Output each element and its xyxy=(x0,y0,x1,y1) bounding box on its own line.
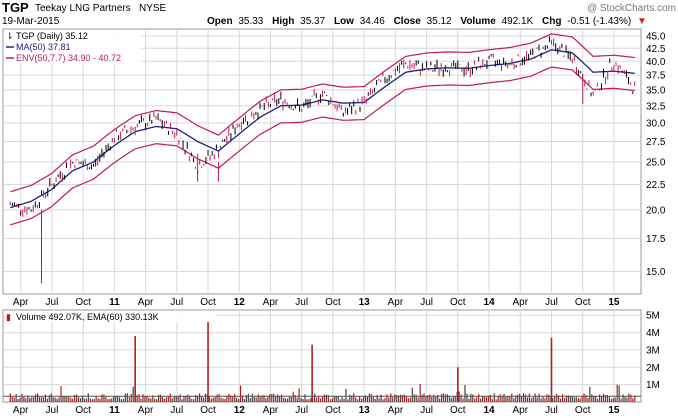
date-tick-label: Jul xyxy=(420,405,433,416)
env-legend: ENV(50,7.7) 34.90 - 40.72 xyxy=(16,53,121,63)
date-tick-label: Apr xyxy=(138,297,154,308)
company-name: Teekay LNG Partners xyxy=(35,3,131,14)
date-tick-label: Oct xyxy=(450,297,466,308)
date-tick-label: Jul xyxy=(295,405,308,416)
date-tick-label: 13 xyxy=(359,297,371,308)
chg-label: Chg xyxy=(542,16,561,27)
date-tick-label: Jul xyxy=(170,297,183,308)
chg-down-arrow-icon: ▼ xyxy=(637,16,647,27)
price-tick-label: 27.5 xyxy=(646,137,666,148)
date-tick-label: Apr xyxy=(13,405,29,416)
price-axis: 45.042.5 40.0 37.5 35.0 32.5 30.0 27.5 25.0 22.5… xyxy=(646,32,666,278)
date-tick-label: Apr xyxy=(512,405,528,416)
date-tick-label: Apr xyxy=(13,297,29,308)
ma-line xyxy=(10,49,635,209)
date-tick-label: 12 xyxy=(234,297,246,308)
low-value: 34.46 xyxy=(360,16,385,27)
date-tick-label: Apr xyxy=(388,297,404,308)
close-label: Close xyxy=(394,16,422,27)
ma-legend: MA(50) 37.81 xyxy=(16,42,71,52)
date-tick-label: Oct xyxy=(200,405,216,416)
price-tick-label: 25.0 xyxy=(646,157,666,168)
date-tick-label: Apr xyxy=(263,405,279,416)
volume-panel xyxy=(2,309,642,403)
volume-legend: Volume 492.07K, EMA(60) 330.13K xyxy=(16,312,159,322)
close-value: 35.12 xyxy=(427,16,452,27)
date-tick-label: 11 xyxy=(109,405,120,416)
date-tick-label: Oct xyxy=(75,297,91,308)
date-tick-label: 15 xyxy=(608,405,620,416)
volume-bars xyxy=(3,322,641,402)
high-label: High xyxy=(272,16,294,27)
date-axis: Apr Apr Jul Jul Oct Oct 11 11 Apr Apr Jul Jul Oct Oct… xyxy=(13,297,620,416)
date-tick-label: Oct xyxy=(325,405,341,416)
open-value: 35.33 xyxy=(238,16,263,27)
date-tick-label: 11 xyxy=(109,297,120,308)
date-tick-label: 14 xyxy=(483,297,495,308)
price-tick-label: 30.0 xyxy=(646,118,666,129)
price-tick-label: 37.5 xyxy=(646,71,666,82)
price-tick-label: 17.5 xyxy=(646,234,666,245)
low-label: Low xyxy=(334,16,354,27)
volume-axis: 5M 4M 3M 2M 1M xyxy=(646,311,660,391)
high-value: 35.37 xyxy=(300,16,325,27)
date-tick-label: Jul xyxy=(545,297,558,308)
date-label: 19-Mar-2015 xyxy=(2,16,60,27)
price-legend: TGP (Daily) 35.12 xyxy=(16,31,88,41)
date-tick-label: 12 xyxy=(234,405,246,416)
price-tick-label: 20.0 xyxy=(646,205,666,216)
chg-value: -0.51 (-1.43%) xyxy=(567,16,631,27)
date-tick-label: 13 xyxy=(359,405,371,416)
price-tick-label: 15.0 xyxy=(646,267,666,278)
volume-tick-label: 5M xyxy=(646,311,660,322)
date-tick-label: Oct xyxy=(575,405,591,416)
date-tick-label: 15 xyxy=(608,297,620,308)
date-tick-label: Jul xyxy=(420,297,433,308)
date-tick-label: Oct xyxy=(75,405,91,416)
watermark: @ StockCharts.com xyxy=(587,3,676,14)
date-tick-label: Oct xyxy=(450,405,466,416)
price-tick-label: 22.5 xyxy=(646,180,666,191)
date-tick-label: Apr xyxy=(138,405,154,416)
date-tick-label: Oct xyxy=(200,297,216,308)
price-bars xyxy=(9,36,636,284)
date-tick-label: Apr xyxy=(512,297,528,308)
envelope-lower-line xyxy=(10,66,635,226)
price-tick-label: 35.0 xyxy=(646,85,666,96)
date-tick-label: Oct xyxy=(575,297,591,308)
ticker-symbol: TGP xyxy=(2,0,29,15)
volume-tick-label: 4M xyxy=(646,328,660,339)
volume-label: Volume xyxy=(460,16,496,27)
exchange-label: NYSE xyxy=(139,3,167,14)
volume-tick-label: 2M xyxy=(646,363,660,374)
envelope-bands xyxy=(10,33,635,226)
date-tick-label: Jul xyxy=(545,405,558,416)
price-tick-label: 32.5 xyxy=(646,101,666,112)
date-tick-label: Jul xyxy=(46,405,59,416)
envelope-upper-line xyxy=(10,33,635,193)
date-tick-label: Jul xyxy=(295,297,308,308)
ohlc-readout: Open 35.33 High 35.37 Low 34.46 Close 35… xyxy=(207,16,647,27)
date-tick-label: 14 xyxy=(483,405,495,416)
date-tick-label: Oct xyxy=(325,297,341,308)
ma-50-line xyxy=(10,49,635,209)
date-tick-label: Apr xyxy=(263,297,279,308)
date-tick-label: Apr xyxy=(388,405,404,416)
open-label: Open xyxy=(207,16,233,27)
date-tick-label: Jul xyxy=(46,297,59,308)
price-tick-label: 40.0 xyxy=(646,57,666,68)
price-tick-label: 42.5 xyxy=(646,44,666,55)
volume-tick-label: 3M xyxy=(646,345,660,356)
price-tick-label: 45.0 xyxy=(646,32,666,43)
volume-tick-label: 1M xyxy=(646,380,660,391)
volume-value: 492.1K xyxy=(502,16,534,27)
date-tick-label: Jul xyxy=(170,405,183,416)
volume-legend-icon: ▮ xyxy=(6,312,11,322)
price-legend-icon: ⇂ xyxy=(6,31,14,41)
